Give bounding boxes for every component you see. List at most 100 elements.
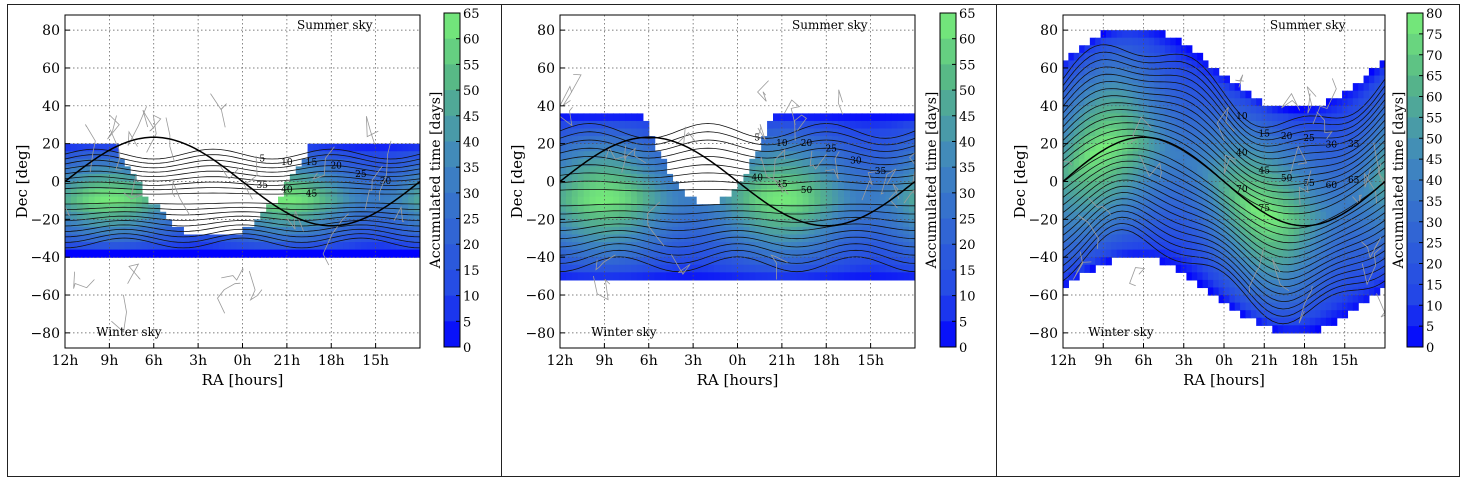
coverage-cell <box>1111 204 1118 213</box>
coverage-cell <box>1352 279 1359 289</box>
contour-line <box>65 224 420 232</box>
coverage-cell <box>1363 272 1370 281</box>
contour-line <box>65 187 420 191</box>
coverage-cell <box>903 158 910 167</box>
coverage-cell <box>1299 136 1306 145</box>
coverage-cell <box>619 189 626 198</box>
coverage-cell <box>1202 181 1209 190</box>
coverage-cell <box>1250 158 1257 167</box>
coverage-cell <box>761 226 768 236</box>
coverage-cell <box>607 173 614 183</box>
coverage-cell <box>1250 219 1257 228</box>
colorbar-tick-label: 40 <box>463 135 480 150</box>
coverage-cell <box>778 128 786 137</box>
colorbar-tick-label: 55 <box>463 58 480 73</box>
coverage-cell <box>1202 90 1209 99</box>
coverage-cell <box>1358 173 1365 183</box>
coverage-cell <box>743 264 750 273</box>
coverage-cell <box>1154 226 1161 236</box>
coverage-cell <box>767 151 774 160</box>
colorbar-band <box>444 218 460 245</box>
constellation-line <box>757 80 769 102</box>
coverage-cell <box>1293 196 1300 205</box>
coverage-cell <box>1132 249 1139 258</box>
coverage-cell <box>76 196 84 205</box>
coverage-cell <box>909 249 915 258</box>
coverage-cell <box>1299 196 1306 205</box>
x-tick-label: 15h <box>857 353 884 369</box>
coverage-cell <box>1111 45 1118 54</box>
coverage-cell <box>654 151 662 160</box>
coverage-cell <box>1079 143 1086 152</box>
y-tick-label: −40 <box>525 250 555 266</box>
coverage-cell <box>313 196 321 205</box>
coverage-cell <box>636 272 644 281</box>
coverage-cell <box>1073 67 1080 77</box>
coverage-cell <box>1288 113 1295 122</box>
contour-line <box>560 210 915 215</box>
coverage-cell <box>1272 173 1279 183</box>
colorbar-band <box>940 192 956 220</box>
coverage-cell <box>873 181 881 190</box>
coverage-cell <box>1299 158 1306 167</box>
coverage-cell <box>1186 166 1193 175</box>
colorbar-band <box>940 64 956 91</box>
coverage-cell <box>1089 60 1096 69</box>
coverage-cell <box>619 113 626 122</box>
coverage-cell <box>1186 249 1193 258</box>
coverage-cell <box>1127 242 1134 251</box>
coverage-cell <box>1240 219 1247 228</box>
coverage-cell <box>826 211 833 220</box>
coverage-cell <box>289 173 297 183</box>
coverage-cell <box>414 234 420 243</box>
coverage-cell <box>1347 128 1354 137</box>
x-tick-label: 6h <box>145 353 163 369</box>
coverage-cell <box>589 204 597 213</box>
coverage-cell <box>325 173 332 183</box>
coverage-cell <box>1304 257 1311 266</box>
coverage-cell <box>1197 279 1204 289</box>
coverage-cell <box>808 181 816 190</box>
coverage-cell <box>595 242 603 251</box>
coverage-cell <box>814 264 821 273</box>
colorbar-tick-label: 40 <box>1426 174 1443 189</box>
coverage-cell <box>1229 173 1236 183</box>
coverage-cell <box>619 128 626 137</box>
coverage-cell <box>141 196 149 205</box>
coverage-cell <box>648 242 656 251</box>
coverage-cell <box>1352 98 1359 107</box>
coverage-cell <box>855 166 863 175</box>
coverage-cell <box>1331 136 1338 145</box>
constellation-line <box>1373 142 1385 182</box>
coverage-cell <box>1358 143 1365 152</box>
coverage-cell <box>1105 98 1112 107</box>
coverage-cell <box>838 196 845 205</box>
coverage-cell <box>295 249 303 258</box>
coverage-cell <box>1304 234 1311 243</box>
coverage-cell <box>1186 189 1193 198</box>
coverage-cell <box>1170 90 1177 99</box>
coverage-cell <box>1304 136 1311 145</box>
coverage-cell <box>1272 325 1279 334</box>
coverage-cell <box>1207 128 1214 137</box>
coverage-cell <box>242 226 250 236</box>
coverage-cell <box>1191 90 1198 99</box>
coverage-cell <box>636 151 644 160</box>
coverage-cell <box>1336 257 1343 266</box>
coverage-cell <box>1143 211 1150 220</box>
y-axis-label: Dec [deg] <box>508 145 526 219</box>
coverage-cell <box>313 143 321 152</box>
coverage-cell <box>713 226 721 236</box>
coverage-cell <box>583 158 591 167</box>
coverage-cell <box>1213 158 1220 167</box>
coverage-cell <box>891 264 898 273</box>
contour-line <box>65 233 420 243</box>
coverage-cell <box>1164 67 1171 77</box>
coverage-cell <box>212 234 220 243</box>
coverage-cell <box>1352 120 1359 130</box>
coverage-cell <box>690 226 697 236</box>
coverage-cell <box>909 226 915 236</box>
coverage-cell <box>1132 37 1139 46</box>
coverage-cell <box>1234 249 1241 258</box>
coverage-cell <box>384 211 392 220</box>
